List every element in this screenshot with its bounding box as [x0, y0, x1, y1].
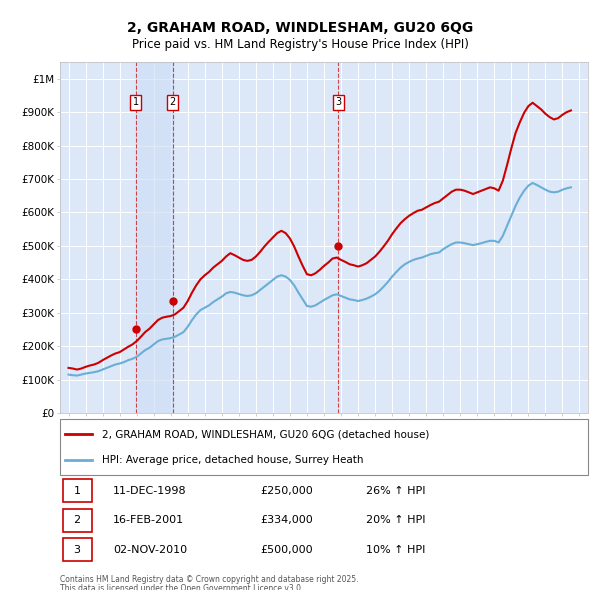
- Bar: [136, 62, 173, 413]
- FancyBboxPatch shape: [62, 480, 92, 502]
- Text: 2, GRAHAM ROAD, WINDLESHAM, GU20 6QG (detached house): 2, GRAHAM ROAD, WINDLESHAM, GU20 6QG (de…: [102, 429, 430, 439]
- Text: 2: 2: [74, 516, 81, 525]
- Text: 20% ↑ HPI: 20% ↑ HPI: [366, 516, 426, 525]
- FancyBboxPatch shape: [60, 419, 588, 475]
- Text: 1: 1: [133, 97, 139, 107]
- Text: £250,000: £250,000: [260, 486, 313, 496]
- Text: 2, GRAHAM ROAD, WINDLESHAM, GU20 6QG: 2, GRAHAM ROAD, WINDLESHAM, GU20 6QG: [127, 21, 473, 35]
- FancyBboxPatch shape: [62, 509, 92, 532]
- Text: 16-FEB-2001: 16-FEB-2001: [113, 516, 184, 525]
- Text: £500,000: £500,000: [260, 545, 313, 555]
- Text: 3: 3: [335, 97, 341, 107]
- Text: £334,000: £334,000: [260, 516, 313, 525]
- Text: 1: 1: [74, 486, 80, 496]
- Text: 10% ↑ HPI: 10% ↑ HPI: [366, 545, 425, 555]
- Text: This data is licensed under the Open Government Licence v3.0.: This data is licensed under the Open Gov…: [60, 584, 304, 590]
- Text: 02-NOV-2010: 02-NOV-2010: [113, 545, 187, 555]
- Text: 2: 2: [170, 97, 176, 107]
- Text: HPI: Average price, detached house, Surrey Heath: HPI: Average price, detached house, Surr…: [102, 455, 364, 465]
- Text: 26% ↑ HPI: 26% ↑ HPI: [366, 486, 426, 496]
- FancyBboxPatch shape: [62, 539, 92, 561]
- Text: Price paid vs. HM Land Registry's House Price Index (HPI): Price paid vs. HM Land Registry's House …: [131, 38, 469, 51]
- Text: 11-DEC-1998: 11-DEC-1998: [113, 486, 187, 496]
- Text: Contains HM Land Registry data © Crown copyright and database right 2025.: Contains HM Land Registry data © Crown c…: [60, 575, 359, 584]
- Text: 3: 3: [74, 545, 80, 555]
